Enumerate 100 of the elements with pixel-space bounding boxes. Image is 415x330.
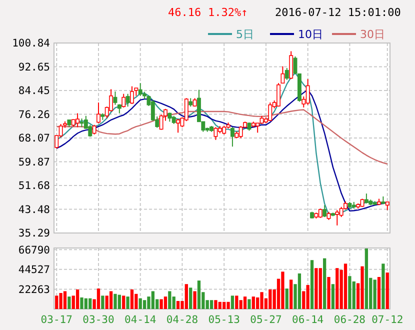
text: 1.32%↑: [208, 6, 248, 19]
bar: [230, 296, 234, 309]
bar: [360, 266, 364, 309]
bar: [164, 296, 168, 309]
bar: [336, 268, 339, 309]
candlestick: [176, 118, 180, 134]
y-tick-label: 22263: [18, 284, 50, 296]
bar: [134, 294, 138, 309]
candlestick: [113, 91, 118, 106]
candlestick: [122, 93, 126, 108]
bar: [114, 294, 117, 309]
bar: [218, 302, 222, 309]
bar: [281, 272, 284, 309]
bar: [386, 272, 389, 309]
candlestick: [284, 68, 289, 80]
x-tick-label: 04-14: [124, 314, 156, 326]
line-series: [56, 109, 388, 165]
x-tick-label: 03-30: [82, 314, 114, 326]
text: 2016-07-12 15:01:00: [275, 6, 401, 19]
y-tick-label: 92.65: [18, 61, 50, 74]
bar: [310, 260, 314, 309]
bar: [168, 291, 172, 309]
bar: [226, 302, 230, 309]
candlestick: [138, 82, 142, 96]
bar: [176, 300, 180, 309]
bar: [210, 300, 214, 309]
bar: [55, 296, 58, 309]
bar: [80, 297, 84, 309]
candlestick: [96, 102, 100, 124]
bar: [88, 298, 92, 309]
bar: [318, 268, 322, 309]
bar: [377, 276, 381, 309]
bar: [101, 296, 104, 309]
y-tick-label: 44527: [18, 264, 50, 276]
bar: [214, 300, 218, 309]
bar: [193, 291, 196, 309]
candlestick: [238, 126, 243, 139]
candlestick: [126, 93, 130, 108]
bar: [323, 258, 326, 309]
candlestick: [322, 204, 327, 218]
bar: [109, 291, 113, 309]
bar: [151, 291, 154, 309]
bar: [382, 264, 385, 309]
bar: [118, 294, 121, 309]
text: 46.16: [168, 6, 202, 19]
candlestick: [364, 193, 368, 204]
y-tick-label: 66790: [18, 244, 50, 256]
bar: [348, 276, 352, 309]
bar: [243, 296, 247, 309]
bar: [314, 268, 318, 309]
bar: [197, 280, 201, 309]
legend-label: 10日: [298, 28, 323, 41]
x-tick-label: 04-28: [166, 314, 198, 326]
candlestick: [335, 210, 340, 226]
bar: [248, 299, 251, 309]
bar: [260, 292, 264, 309]
bar: [306, 284, 310, 309]
bar: [142, 300, 146, 309]
bar: [364, 248, 368, 309]
bar: [344, 264, 348, 309]
x-tick-label: 06-28: [334, 314, 366, 326]
candlestick: [214, 126, 218, 140]
bar: [122, 296, 126, 309]
bar: [96, 288, 100, 309]
bar: [298, 273, 302, 309]
bar: [252, 296, 255, 309]
bar: [327, 276, 330, 309]
y-tick-label: 35.29: [18, 228, 50, 240]
bar: [331, 284, 335, 309]
y-tick-label: 100.84: [12, 38, 50, 50]
x-tick-label: 07-12: [372, 314, 404, 326]
x-tick-label: 03-17: [40, 314, 72, 326]
y-tick-label: 68.07: [18, 132, 50, 145]
bar: [63, 291, 67, 309]
y-tick-label: 84.45: [18, 85, 50, 98]
bar: [76, 289, 80, 309]
bar: [268, 289, 272, 309]
bar: [290, 280, 293, 309]
candlestick: [280, 66, 285, 84]
x-tick-label: 06-14: [292, 314, 324, 326]
candlestick: [230, 126, 234, 148]
bar: [130, 289, 134, 309]
bar: [126, 296, 130, 309]
candlestick: [76, 112, 80, 128]
candlestick: [289, 50, 294, 80]
legend-label: 5日: [236, 28, 254, 41]
candlestick: [306, 78, 310, 106]
bar: [68, 296, 71, 309]
y-tick-label: 51.68: [18, 180, 50, 192]
y-tick-label: 76.26: [18, 108, 50, 121]
bar: [189, 288, 192, 309]
x-tick-label: 05-27: [250, 314, 282, 326]
bar: [138, 298, 142, 309]
y-tick-label: 59.87: [18, 156, 50, 168]
candlestick: [318, 208, 322, 218]
bar: [184, 284, 188, 309]
legend-label: 30日: [360, 28, 385, 41]
bar: [285, 288, 288, 309]
candlestick: [268, 102, 272, 122]
y-tick-label: 43.48: [18, 204, 50, 216]
